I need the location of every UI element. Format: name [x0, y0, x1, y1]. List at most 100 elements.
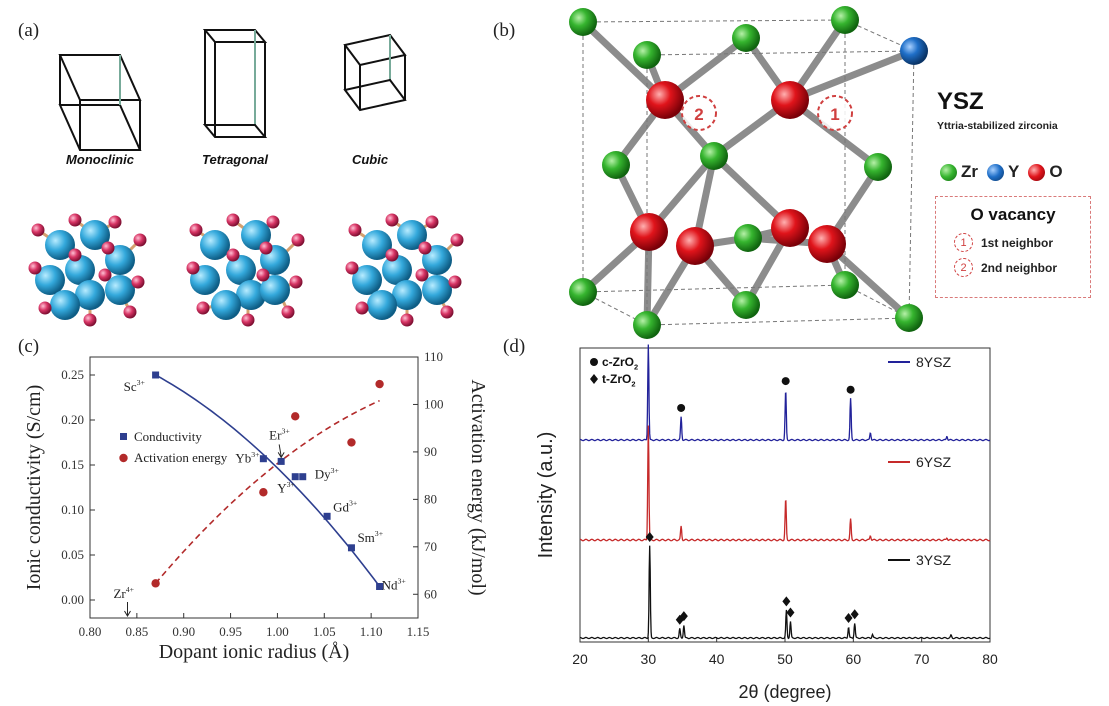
conductivity-point — [347, 544, 355, 552]
y-right-tick-label: 100 — [424, 396, 444, 411]
ysz-title: YSZ — [937, 88, 984, 115]
o-atom — [345, 261, 359, 275]
o-atom — [131, 275, 145, 289]
x-tick-label: 50 — [777, 651, 793, 667]
o-atom — [101, 241, 115, 255]
y-left-tick-label: 0.15 — [61, 457, 84, 472]
legend-text-3YSZ: 3YSZ — [916, 552, 951, 568]
zr-atom — [831, 6, 859, 34]
y-left-tick-label: 0.10 — [61, 502, 84, 517]
cubic-cell — [343, 33, 407, 112]
x-tick-label: 0.95 — [219, 624, 242, 639]
zr-atom — [700, 142, 728, 170]
zr-atom — [367, 290, 397, 320]
zr-legend-swatch — [940, 163, 957, 181]
zr-atom — [45, 230, 75, 260]
zr-atom — [260, 275, 290, 305]
zr-legend-text: Zr — [961, 162, 978, 181]
ysz-lattice-figure: 2 1 — [569, 6, 928, 339]
x-tick-label: 0.85 — [125, 624, 148, 639]
xrd-chart: 20 30 40 50 60 70 80 2θ (degree) Intensity (a.u.… — [535, 344, 998, 702]
zr-atom — [226, 255, 256, 285]
vacancy-2-marker: 2 — [681, 95, 717, 131]
legend-tetragonal-text: t-ZrO2 — [602, 372, 635, 389]
conductivity-point — [291, 473, 299, 481]
cell-edge — [582, 19, 846, 23]
activation-point — [151, 579, 160, 588]
o-atom — [31, 223, 45, 237]
legend-cubic-text: c-ZrO2 — [602, 355, 638, 372]
panel-a-label: (a) — [18, 20, 40, 41]
zr-label: Zr4+ — [113, 585, 134, 601]
x-tick-label: 30 — [641, 651, 657, 667]
zr-atom — [392, 280, 422, 310]
conductivity-point — [323, 512, 331, 520]
cell-edge — [582, 291, 648, 326]
legend-tetragonal-marker — [590, 374, 598, 384]
dopant-label: Y3+ — [277, 480, 295, 496]
cell-edge — [646, 50, 915, 56]
legend-activation-marker — [119, 453, 128, 463]
plot-frame — [579, 347, 991, 643]
zr-atom — [734, 224, 762, 252]
x-tick-label: 1.05 — [313, 624, 336, 639]
y-left-tick-label: 0.05 — [61, 547, 84, 562]
tetragonal-phase-marker — [850, 609, 859, 620]
o-atom — [196, 301, 210, 315]
zr-atom — [211, 290, 241, 320]
cubic-phase-marker — [846, 385, 855, 394]
zr-atom — [569, 8, 597, 36]
zr-atom — [200, 230, 230, 260]
o-atom — [425, 215, 439, 229]
x-tick-label: 0.80 — [79, 624, 102, 639]
zr-atom — [236, 280, 266, 310]
zr-atom — [633, 311, 661, 339]
activation-point — [259, 488, 268, 497]
o-atom — [28, 261, 42, 275]
o-legend-swatch — [1028, 163, 1046, 181]
dopant-label: Sc3+ — [124, 378, 146, 394]
legend-conductivity-marker — [120, 433, 127, 440]
x-tick-label: 70 — [914, 651, 930, 667]
legend-cubic-marker — [590, 358, 598, 366]
tetragonal-phase-marker — [786, 607, 795, 618]
y-right-tick-label: 60 — [424, 586, 437, 601]
legend-text-8YSZ: 8YSZ — [916, 354, 951, 370]
o-atom — [256, 268, 270, 282]
zr-atom — [397, 220, 427, 250]
o-atom — [123, 305, 137, 319]
y-right-tick-label: 80 — [424, 491, 437, 506]
x-tick-label: 1.15 — [407, 624, 430, 639]
activation-point — [291, 412, 300, 421]
o-atom — [98, 268, 112, 282]
o-atom — [448, 275, 462, 289]
dopant-label: Yb3+ — [235, 450, 260, 466]
o-atom — [676, 227, 714, 265]
o-atom — [771, 209, 809, 247]
o-atom — [38, 301, 52, 315]
cell-edge — [646, 317, 910, 326]
xrd-pattern-3YSZ — [579, 545, 991, 640]
activation-point — [347, 438, 356, 447]
cubic-ball-model — [345, 213, 464, 327]
o-atom — [418, 241, 432, 255]
conductivity-point — [277, 457, 285, 465]
vacancy-legend-title: O vacancy — [970, 205, 1056, 224]
x-tick-label: 1.00 — [266, 624, 289, 639]
zr-atom — [362, 230, 392, 260]
y-right-tick-label: 70 — [424, 539, 437, 554]
vacancy-2-text: 2nd neighbor — [981, 260, 1057, 275]
zr-atom — [864, 153, 892, 181]
legend-text-6YSZ: 6YSZ — [916, 454, 951, 470]
tetragonal-label: Tetragonal — [202, 152, 268, 167]
x-tick-label: 20 — [572, 651, 588, 667]
y-left-tick-label: 0.25 — [61, 367, 84, 382]
y-right-tick-label: 110 — [424, 349, 443, 364]
o-atom — [189, 223, 203, 237]
o-legend-text: O — [1049, 162, 1063, 181]
zr-atom — [35, 265, 65, 295]
conductivity-point — [259, 455, 267, 463]
o-atom — [83, 313, 97, 327]
o-atom — [68, 248, 82, 262]
svg-text:2: 2 — [694, 105, 703, 124]
